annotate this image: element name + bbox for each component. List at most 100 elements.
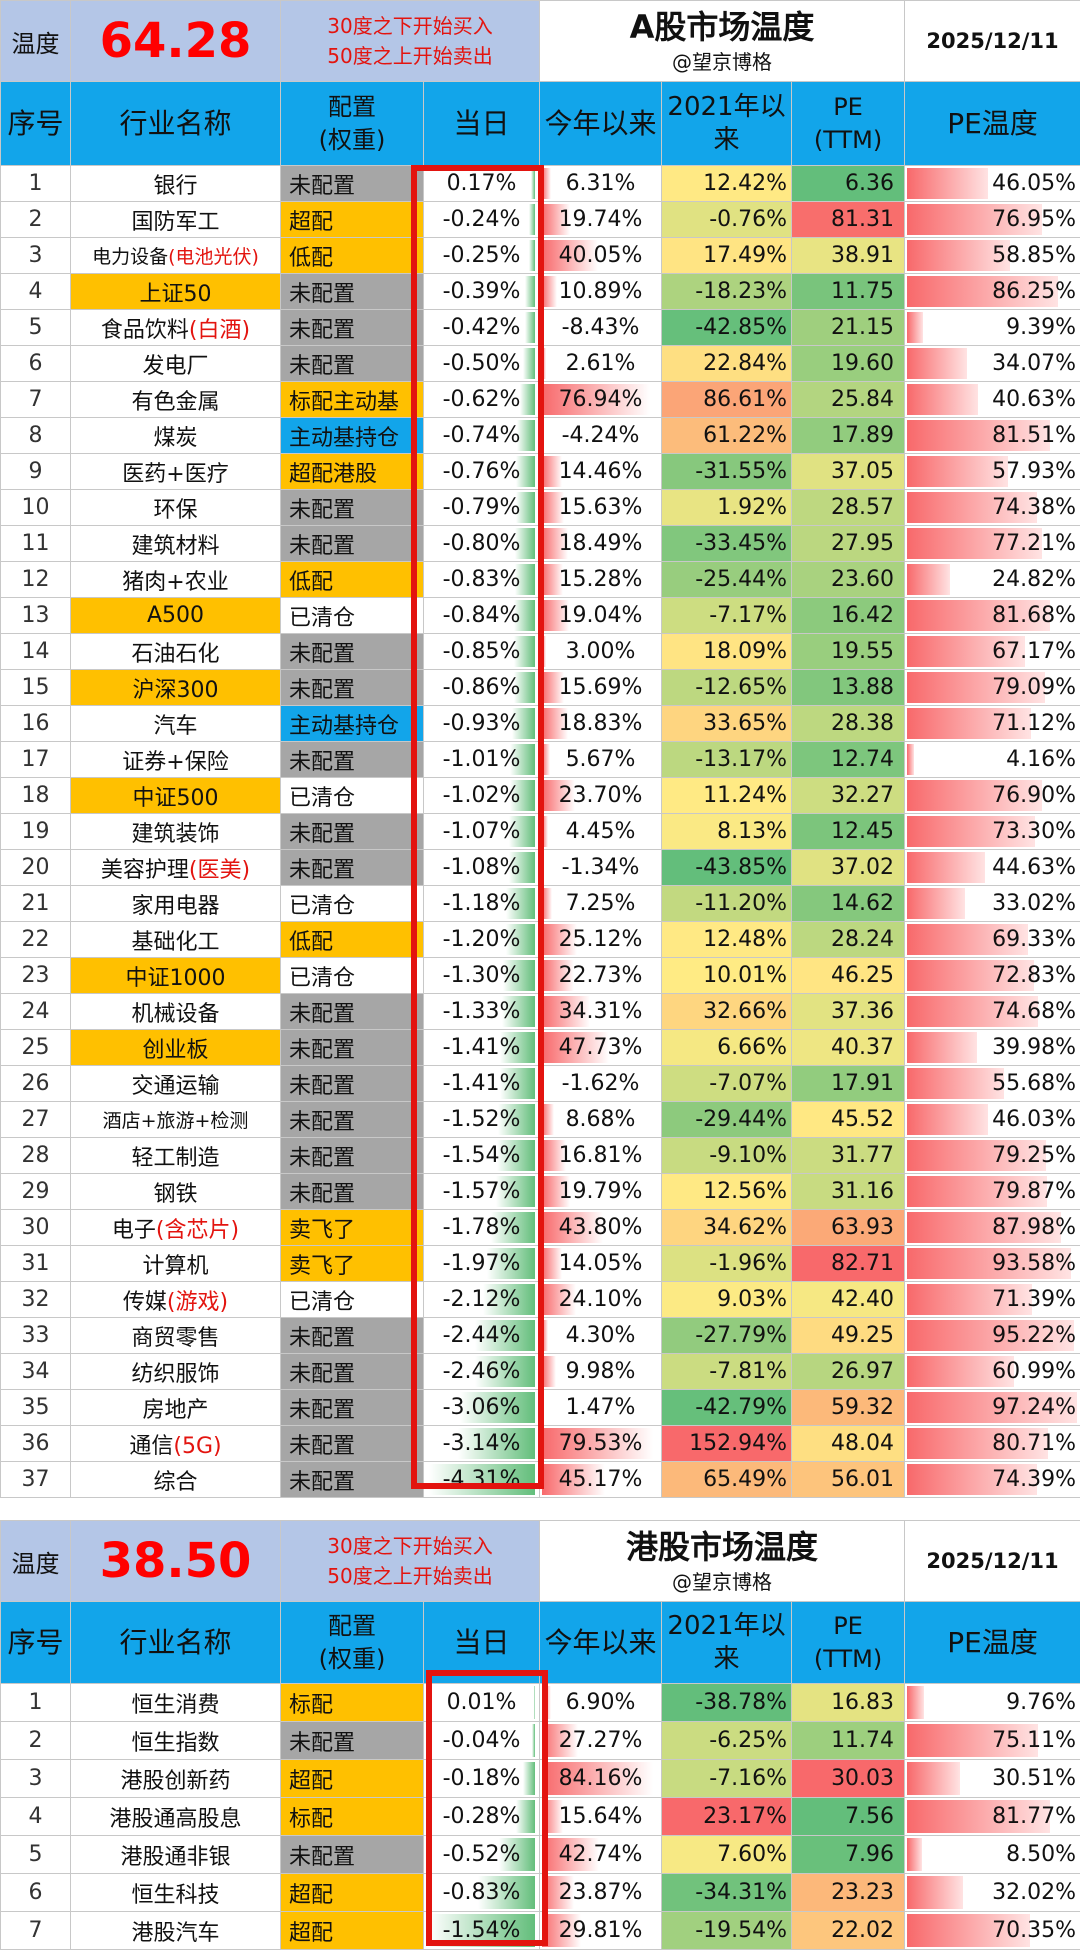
daily-change-text: -1.54%: [443, 1143, 521, 1168]
ytd-change-text: 19.74%: [559, 207, 643, 232]
col-header: 当日: [424, 82, 540, 166]
industry-name: 轻工制造: [71, 1138, 281, 1174]
since-2021-text: 12.56%: [703, 1179, 787, 1204]
pe-ttm: 12.45: [792, 814, 905, 850]
daily-change-text: -0.04%: [443, 1728, 521, 1753]
ytd-change-text: 6.31%: [566, 171, 636, 196]
pe-ttm: 45.52: [792, 1102, 905, 1138]
ytd-change-text: 15.64%: [559, 1804, 643, 1829]
daily-change-text: -0.76%: [443, 459, 521, 484]
since-2021-text: 11.24%: [703, 783, 787, 808]
pe-temperature: 87.98%: [905, 1210, 1080, 1246]
pe-ttm: 49.25: [792, 1318, 905, 1354]
pe-ttm: 32.27: [792, 778, 905, 814]
pe-temperature: 72.83%: [905, 958, 1080, 994]
pe-ttm: 13.88: [792, 670, 905, 706]
row-index-text: 23: [22, 963, 50, 988]
column-header-row: 序号 行业名称 配置 (权重) 当日 今年以来 2021年以 来 PE (TTM…: [1, 1602, 1080, 1684]
pe-temperature-text: 74.39%: [992, 1467, 1076, 1492]
allocation-text: 未配置: [289, 534, 355, 559]
allocation-text: 已清仓: [289, 966, 355, 991]
pe-temperature-text: 76.90%: [992, 783, 1076, 808]
ytd-change: 47.73%: [540, 1030, 662, 1066]
daily-change: -4.31%: [424, 1462, 540, 1498]
daily-change-text: -4.31%: [443, 1467, 521, 1492]
ytd-change: 19.04%: [540, 598, 662, 634]
since-2021-text: -31.55%: [695, 459, 787, 484]
row-index-text: 20: [22, 855, 50, 880]
rule-buy: 30度之下开始买入: [281, 1531, 539, 1561]
since-2021-text: 17.49%: [703, 243, 787, 268]
industry-name: 电力设备(电池光伏): [71, 238, 281, 274]
row-index-text: 26: [22, 1071, 50, 1096]
since-2021-text: -18.23%: [695, 279, 787, 304]
ytd-change-text: -8.43%: [562, 315, 640, 340]
industry-name-text: 中证1000: [126, 966, 226, 991]
allocation-text: 未配置: [289, 822, 355, 847]
industry-name: 机械设备: [71, 994, 281, 1030]
since-2021-text: -25.44%: [695, 567, 787, 592]
industry-name: 汽车: [71, 706, 281, 742]
ytd-change-text: 18.83%: [559, 711, 643, 736]
ytd-change-text: 45.17%: [559, 1467, 643, 1492]
since-2021-change: 33.65%: [662, 706, 792, 742]
industry-name-text: 建筑装饰: [131, 822, 219, 847]
ytd-change: 27.27%: [540, 1722, 662, 1760]
allocation: 低配: [281, 238, 424, 274]
row-index: 18: [1, 778, 71, 814]
since-2021-change: -6.25%: [662, 1722, 792, 1760]
ytd-change-bar: [542, 636, 546, 667]
allocation: 未配置: [281, 1390, 424, 1426]
pe-ttm: 16.42: [792, 598, 905, 634]
pe-temperature-bar: [907, 1068, 1004, 1099]
row-index-text: 14: [22, 639, 50, 664]
since-2021-text: 12.42%: [703, 171, 787, 196]
ytd-change: -4.24%: [540, 418, 662, 454]
daily-change: -0.93%: [424, 706, 540, 742]
since-2021-text: -7.81%: [709, 1359, 787, 1384]
allocation-text: 主动基持仓: [289, 714, 399, 739]
row-index: 21: [1, 886, 71, 922]
pe-temperature: 79.25%: [905, 1138, 1080, 1174]
since-2021-change: 11.24%: [662, 778, 792, 814]
daily-change-text: -1.02%: [443, 783, 521, 808]
daily-change: -0.79%: [424, 490, 540, 526]
pe-temperature: 39.98%: [905, 1030, 1080, 1066]
row-index: 28: [1, 1138, 71, 1174]
pe-temperature: 86.25%: [905, 274, 1080, 310]
allocation: 超配港股: [281, 454, 424, 490]
pe-ttm-text: 17.89: [831, 423, 894, 448]
col-header: 配置 (权重): [281, 82, 424, 166]
allocation-text: 未配置: [289, 1845, 355, 1870]
industry-name-text: 港股汽车: [131, 1921, 219, 1946]
daily-change: -1.08%: [424, 850, 540, 886]
allocation: 已清仓: [281, 778, 424, 814]
title-block: 港股市场温度 @望京博格: [540, 1521, 905, 1602]
pe-ttm-text: 59.32: [831, 1395, 894, 1420]
ytd-change: 15.69%: [540, 670, 662, 706]
ytd-change-text: 4.30%: [566, 1323, 636, 1348]
industry-name: 中证1000: [71, 958, 281, 994]
row-index-text: 22: [22, 927, 50, 952]
temperature-label: 温度: [1, 1521, 71, 1602]
row-index: 27: [1, 1102, 71, 1138]
allocation: 已清仓: [281, 886, 424, 922]
ytd-change: 14.46%: [540, 454, 662, 490]
daily-change-bar: [531, 168, 535, 199]
ytd-change-text: 22.73%: [559, 963, 643, 988]
allocation-text: 未配置: [289, 642, 355, 667]
pe-ttm-text: 23.23: [831, 1880, 894, 1905]
allocation: 低配: [281, 562, 424, 598]
pe-ttm: 37.05: [792, 454, 905, 490]
allocation-text: 未配置: [289, 750, 355, 775]
pe-temperature: 70.35%: [905, 1912, 1080, 1950]
daily-change-bar: [525, 276, 535, 307]
ytd-change-text: 15.63%: [559, 495, 643, 520]
ytd-change-text: 40.05%: [559, 243, 643, 268]
daily-change-bar: [532, 1724, 535, 1757]
